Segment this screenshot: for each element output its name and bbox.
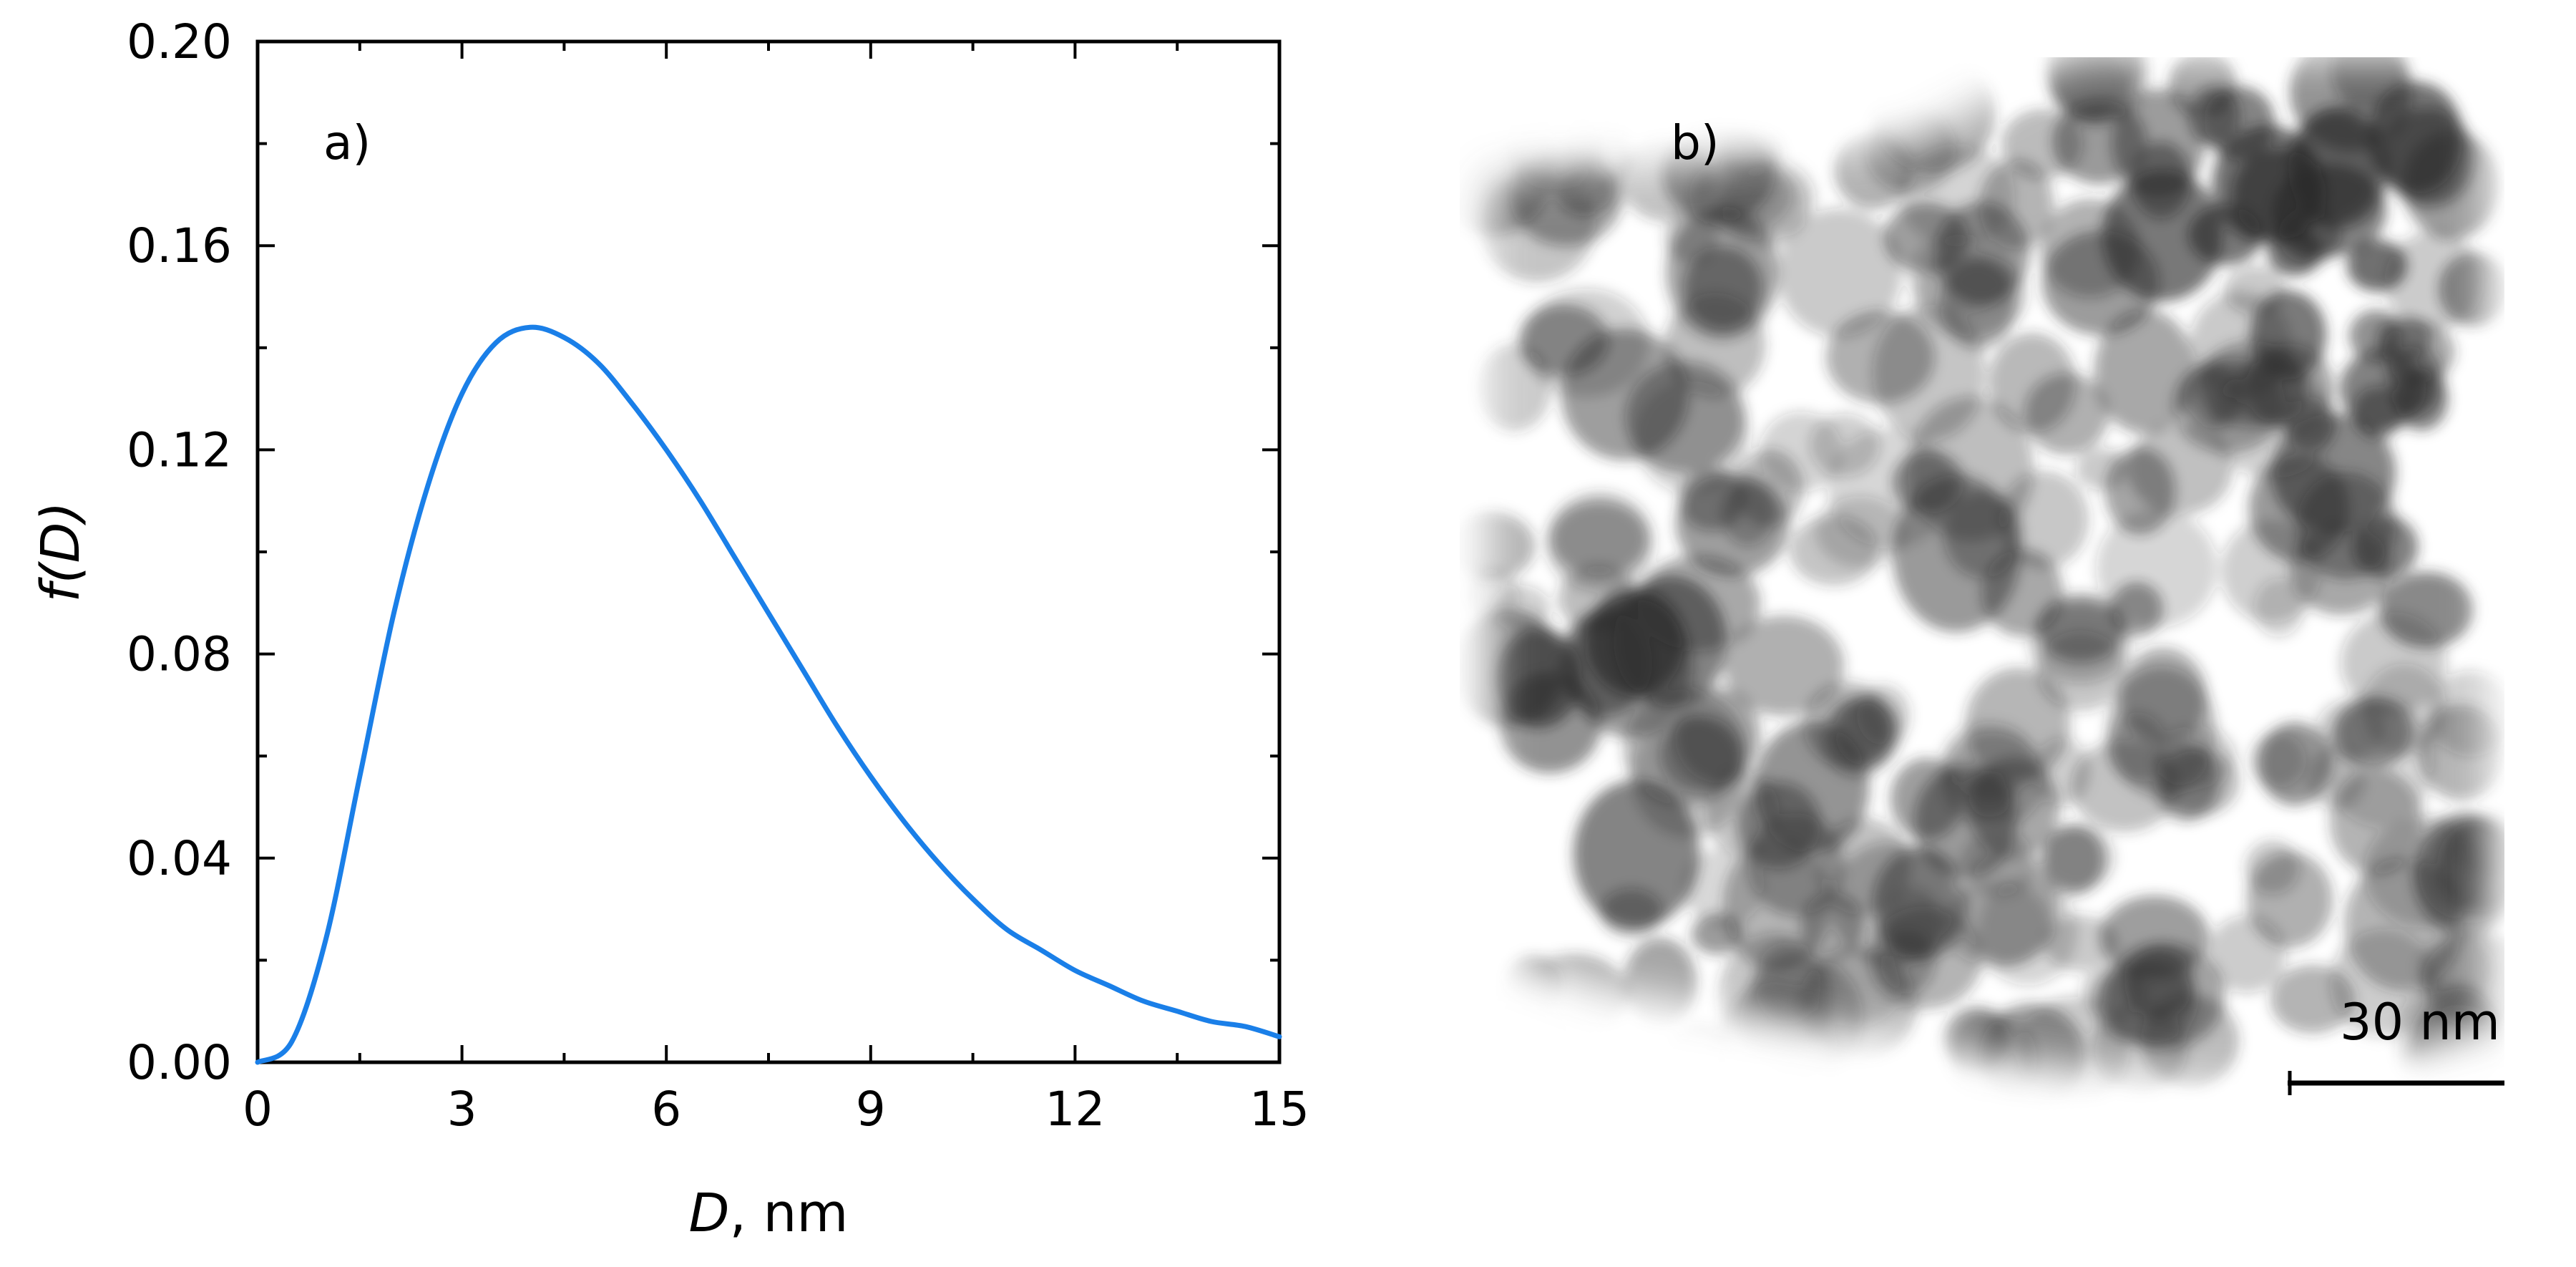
x-axis-label-italic: D	[688, 1183, 729, 1244]
nanoparticle	[1989, 333, 2076, 433]
y-tick-labels: 0.00 0.04 0.08 0.12 0.16 0.20	[127, 14, 232, 1090]
nanoparticle	[2395, 369, 2448, 430]
y-tick-label: 0.12	[127, 422, 232, 477]
x-axis-label-unit: , nm	[729, 1183, 848, 1244]
nanoparticle	[1635, 381, 1750, 494]
y-tick-label: 0.00	[127, 1035, 232, 1090]
y-tick-label: 0.16	[127, 218, 232, 273]
nanoparticle	[1495, 977, 1551, 1027]
nanoparticle	[2368, 81, 2463, 194]
nanoparticle	[2046, 57, 2140, 122]
nanoparticle	[2190, 291, 2291, 399]
nanoparticle	[1760, 412, 1843, 492]
nanoparticle	[2270, 965, 2355, 1034]
nanoparticle	[2212, 125, 2323, 244]
nanoparticle-image	[1460, 57, 2504, 1145]
nanoparticle	[2363, 816, 2487, 928]
nanoparticle	[2119, 648, 2207, 745]
nanoparticle	[2384, 231, 2484, 330]
nanoparticle	[1722, 165, 1806, 248]
nanoparticle	[1979, 160, 2054, 250]
nanoparticle	[1940, 260, 2016, 349]
nanoparticle	[1624, 938, 1697, 1028]
nanoparticle	[2044, 826, 2114, 889]
nanoparticle	[1777, 208, 1902, 337]
x-tick-labels: 0 3 6 9 12 15	[243, 1082, 1309, 1137]
nanoparticle	[1865, 105, 1956, 193]
nanoparticle	[1620, 134, 1712, 221]
nanoparticle	[2092, 1005, 2187, 1094]
nanoparticle	[1943, 722, 2036, 800]
nanoparticle	[2283, 397, 2336, 450]
x-tick-label: 12	[1045, 1082, 1105, 1137]
nanoparticle	[1857, 685, 1910, 745]
nanoparticle	[1884, 203, 1968, 273]
axis-ticks	[256, 40, 1281, 1064]
panel-label-b: b)	[1671, 115, 1719, 170]
nanoparticle	[1684, 246, 1762, 329]
nanoparticle	[2395, 981, 2504, 1092]
nanoparticle	[1496, 628, 1581, 728]
nanoparticle	[2105, 447, 2175, 535]
nanoparticle	[1460, 512, 1535, 581]
nanoparticle	[1908, 397, 2034, 541]
nanoparticle	[2428, 671, 2504, 757]
nanoparticle	[1883, 888, 1942, 959]
nanoparticle	[1551, 502, 1648, 576]
nanoparticle	[2037, 594, 2124, 663]
y-axis-label: f(D)	[30, 502, 92, 603]
nanoparticle	[1462, 996, 1568, 1117]
nanoparticle	[1665, 210, 1718, 263]
nanoparticle	[1567, 597, 1693, 737]
nanoparticle	[1574, 780, 1699, 928]
nanoparticle	[1815, 496, 1906, 568]
nanoparticle	[1812, 950, 1902, 1027]
scale-bar	[2288, 1071, 2504, 1095]
scale-bar-label: 30 nm	[2340, 993, 2500, 1052]
nanoparticle	[1890, 758, 1963, 840]
x-axis-label: D, nm	[688, 1183, 848, 1244]
nanoparticle	[1692, 914, 1743, 954]
y-tick-label: 0.04	[127, 831, 232, 886]
x-tick-label: 6	[651, 1082, 681, 1137]
nanoparticle	[2044, 916, 2118, 971]
nanoparticle	[2112, 89, 2205, 198]
y-tick-label: 0.20	[127, 14, 232, 69]
nanoparticle	[2245, 840, 2300, 895]
nanoparticle	[2341, 612, 2446, 714]
y-tick-label: 0.08	[127, 627, 232, 682]
x-tick-label: 0	[243, 1082, 273, 1137]
nanoparticle	[1562, 112, 1631, 192]
nanoparticle	[2094, 309, 2195, 434]
nanoparticle	[1674, 687, 1760, 783]
x-tick-label: 9	[856, 1082, 886, 1137]
x-tick-label: 15	[1249, 1082, 1309, 1137]
nanoparticle	[1463, 568, 1520, 621]
series-line	[255, 324, 1282, 1065]
nanoparticle	[2296, 472, 2396, 579]
nanoparticle	[1737, 782, 1821, 869]
micrograph-panel: b) 30 nm	[1460, 57, 2504, 1174]
nanoparticle	[1816, 818, 1911, 916]
nanoparticle	[2254, 578, 2304, 637]
size-distribution-chart: 0 3 6 9 12 15 0.00 0.04 0.08 0.12 0.16 0.20 a) D, …	[30, 14, 1309, 1244]
nanoparticle	[2042, 230, 2160, 335]
nanoparticle	[1960, 831, 2039, 897]
x-tick-label: 3	[447, 1082, 477, 1137]
nanoparticle	[2250, 732, 2306, 788]
nanoparticle	[1722, 482, 1775, 546]
nanoparticle	[1724, 616, 1844, 716]
nanoparticle	[2124, 947, 2195, 1019]
panel-label-a: a)	[323, 115, 371, 170]
nanoparticle	[1719, 933, 1833, 1057]
nanoparticle	[1523, 288, 1649, 397]
